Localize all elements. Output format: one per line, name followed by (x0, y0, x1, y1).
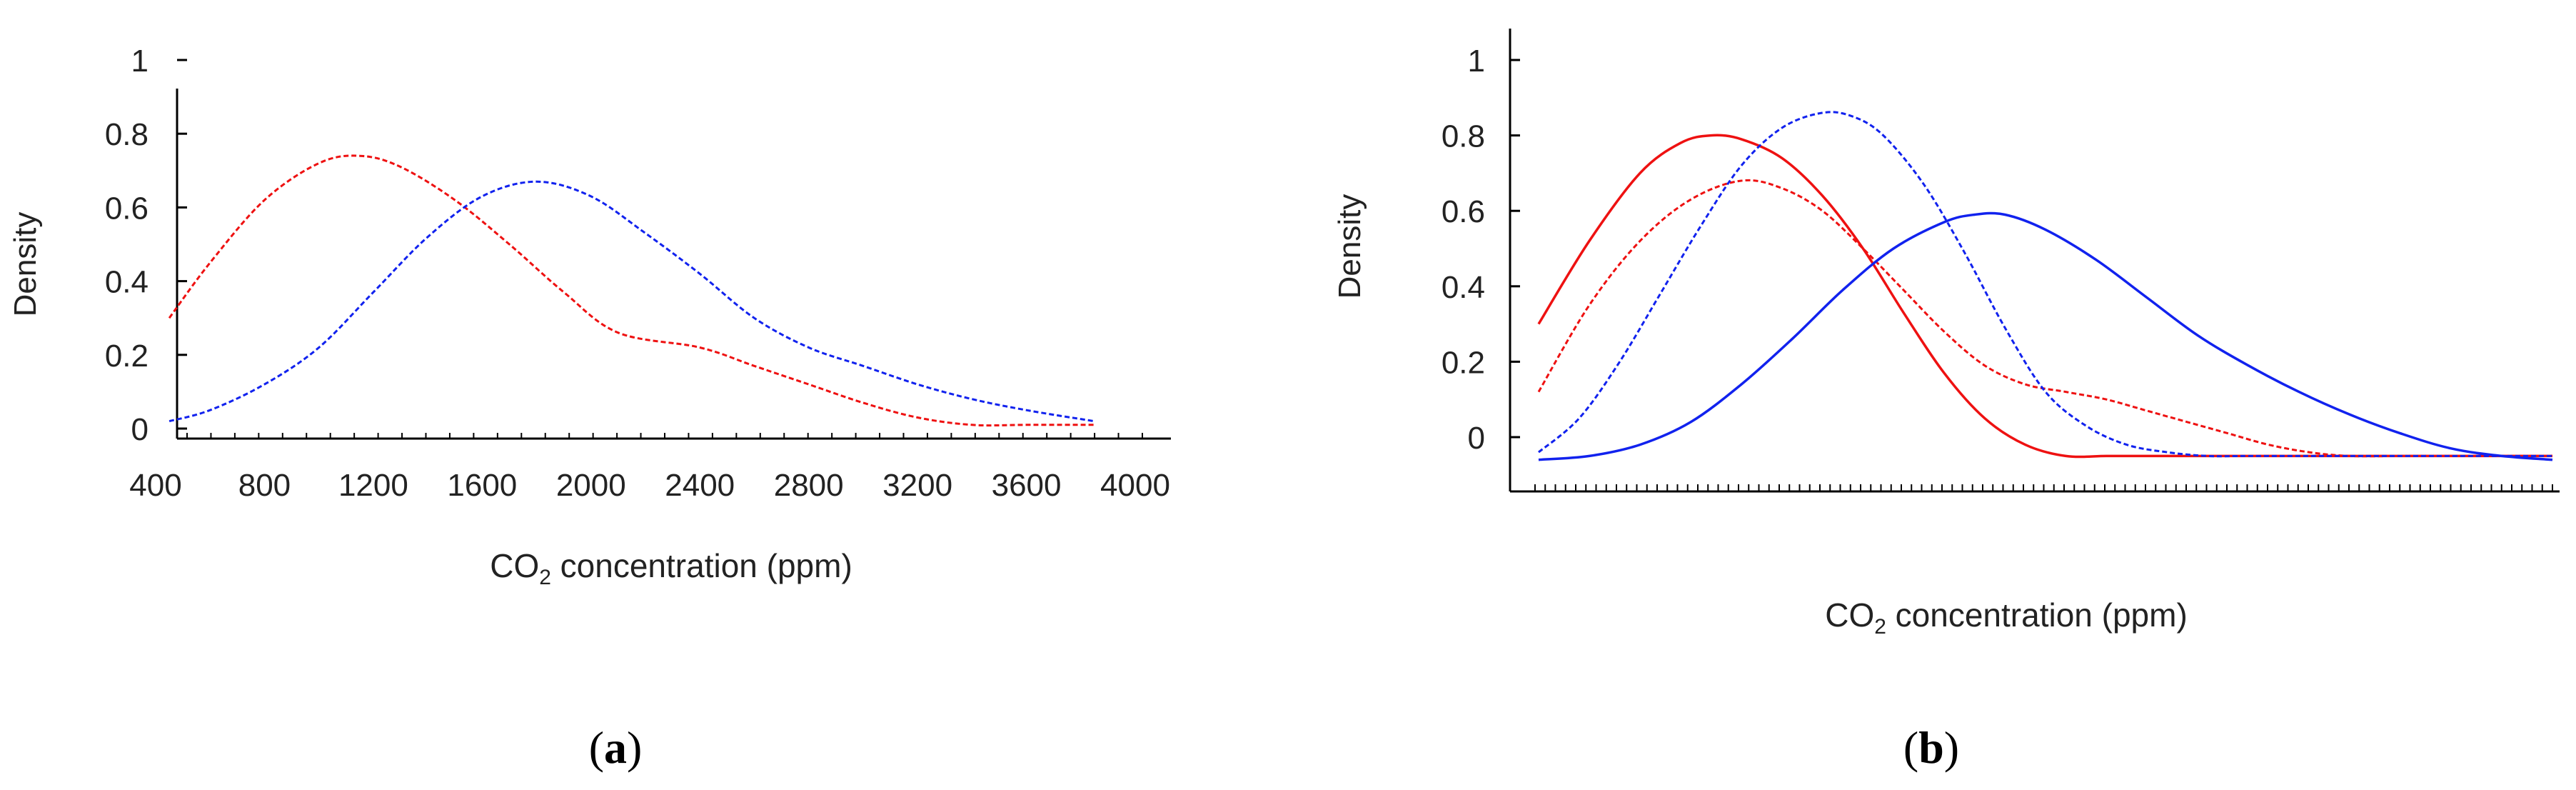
a-y-tick-label: 0.6 (105, 191, 149, 226)
a-y-tick-label: 0.4 (105, 265, 149, 300)
b-x-axis-label: CO2 concentration (ppm) (1825, 596, 2188, 639)
a-x-tick-label: 2400 (665, 468, 735, 503)
a-x-axis-label: CO2 concentration (ppm) (490, 547, 852, 589)
a-x-tick-label: 400 (129, 468, 181, 503)
a-x-tick-label: 2800 (774, 468, 844, 503)
a-x-tick-label: 800 (238, 468, 291, 503)
panel-a-chart: Density CO2 concentration (ppm) 400 800 12… (8, 44, 1171, 589)
a-series-line (168, 180, 1095, 423)
panel-a-caption: (a) (589, 722, 643, 773)
a-y-tick-label: 0.8 (105, 117, 149, 152)
b-x-axis-label-prefix: CO (1825, 596, 1874, 634)
b-y-tick-label: 1 (1468, 44, 1485, 79)
a-x-tick-label: 2000 (556, 468, 626, 503)
b-series-line (1538, 111, 2552, 458)
a-x-tick-label: 3200 (882, 468, 952, 503)
b-y-axis-label: Density (1332, 194, 1367, 299)
a-y-tick-label: 1 (131, 44, 149, 79)
b-y-tick-label: 0.4 (1442, 270, 1485, 305)
b-series-line (1537, 134, 2552, 459)
a-y-tick-label: 0.2 (105, 339, 149, 374)
b-y-tick-label: 0.6 (1442, 194, 1485, 229)
a-x-tick-label: 1200 (338, 468, 408, 503)
panel-b-caption: (b) (1903, 722, 1959, 773)
a-x-tick-label: 3600 (992, 468, 1062, 503)
b-series-line (1538, 211, 2553, 461)
a-x-axis-label-suffix: concentration (ppm) (551, 547, 852, 584)
a-x-axis-label-prefix: CO (490, 547, 539, 584)
panel-a-letter: a (604, 722, 627, 773)
b-x-axis-label-suffix: concentration (ppm) (1886, 596, 2188, 634)
a-y-tick-label: 0 (131, 412, 149, 447)
b-series-line (1537, 179, 2552, 458)
panel-b-chart: Density CO2 concentration (ppm) 0 0.2 0.4 0… (1332, 29, 2560, 639)
a-series-line (168, 154, 1095, 427)
a-x-tick-label: 4000 (1100, 468, 1170, 503)
a-y-axis-label: Density (8, 212, 43, 317)
a-x-tick-label: 1600 (447, 468, 517, 503)
b-y-tick-label: 0 (1468, 421, 1485, 456)
a-x-axis-label-subscript: 2 (539, 566, 551, 589)
b-y-tick-label: 0.2 (1442, 345, 1485, 380)
b-y-tick-label: 0.8 (1442, 119, 1485, 154)
b-x-axis-label-subscript: 2 (1874, 615, 1886, 639)
panel-b-letter: b (1918, 722, 1944, 773)
